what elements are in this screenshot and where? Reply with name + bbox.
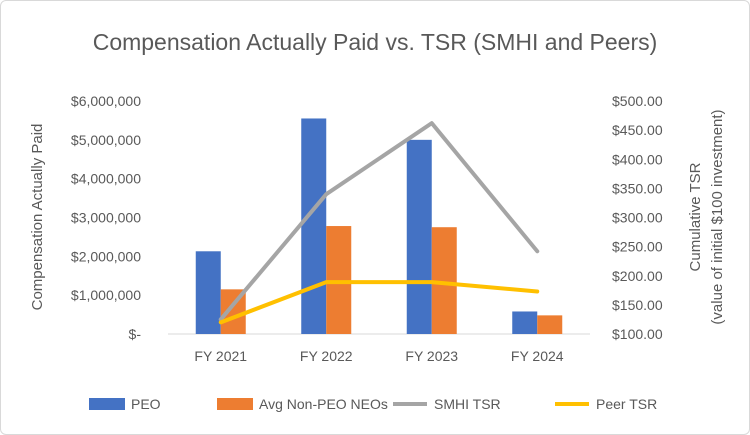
bars	[195, 118, 563, 334]
left-axis-ticks: $- $1,000,000 $2,000,000 $3,000,000 $4,000,0…	[71, 93, 141, 342]
right-tick-label: $300.00	[612, 210, 663, 226]
bar-peo	[301, 118, 327, 334]
right-tick-label: $100.00	[612, 326, 663, 342]
legend-swatch-peo	[89, 398, 125, 410]
bar-avg-non-peo-neos	[537, 315, 563, 334]
bar-peo	[512, 311, 538, 334]
x-axis-ticks: FY 2021 FY 2022 FY 2023 FY 2024	[194, 348, 563, 364]
left-tick-label: $3,000,000	[71, 210, 141, 226]
right-tick-label: $450.00	[612, 122, 663, 138]
left-tick-label: $6,000,000	[71, 93, 141, 109]
x-tick-label: FY 2021	[194, 348, 247, 364]
y-axis-label-right-line2: (value of initial $100 investment)	[709, 109, 726, 324]
left-tick-label: $4,000,000	[71, 171, 141, 187]
x-tick-label: FY 2023	[405, 348, 458, 364]
left-tick-label: $1,000,000	[71, 287, 141, 303]
right-tick-label: $400.00	[612, 151, 663, 167]
chart-title: Compensation Actually Paid vs. TSR (SMHI…	[93, 29, 658, 55]
line-smhi-tsr	[218, 121, 540, 322]
x-tick-label: FY 2024	[511, 348, 564, 364]
left-tick-label: $-	[129, 326, 142, 342]
legend: PEO Avg Non-PEO NEOs SMHI TSR Peer TSR	[89, 396, 657, 412]
right-tick-label: $350.00	[612, 180, 663, 196]
bar-avg-non-peo-neos	[326, 226, 352, 334]
y-axis-label-right-line1: Cumulative TSR	[687, 162, 704, 271]
right-tick-label: $200.00	[612, 268, 663, 284]
legend-label-peo: PEO	[131, 396, 161, 412]
legend-label-smhi-tsr: SMHI TSR	[434, 396, 501, 412]
bar-peo	[406, 139, 432, 334]
x-tick-label: FY 2022	[300, 348, 353, 364]
line-peer-tsr	[218, 280, 540, 325]
left-tick-label: $5,000,000	[71, 132, 141, 148]
bar-peo	[195, 251, 221, 334]
y-axis-label-left: Compensation Actually Paid	[29, 124, 46, 311]
right-tick-label: $150.00	[612, 297, 663, 313]
legend-swatch-avg-non-peo-neos	[217, 398, 253, 410]
right-tick-label: $500.00	[612, 93, 663, 109]
right-tick-label: $250.00	[612, 239, 663, 255]
legend-label-avg-non-peo-neos: Avg Non-PEO NEOs	[259, 396, 388, 412]
right-axis-ticks: $100.00 $150.00 $200.00 $250.00 $300.00 $350.…	[612, 93, 663, 342]
left-tick-label: $2,000,000	[71, 248, 141, 264]
legend-label-peer-tsr: Peer TSR	[596, 396, 657, 412]
lines	[218, 121, 540, 325]
